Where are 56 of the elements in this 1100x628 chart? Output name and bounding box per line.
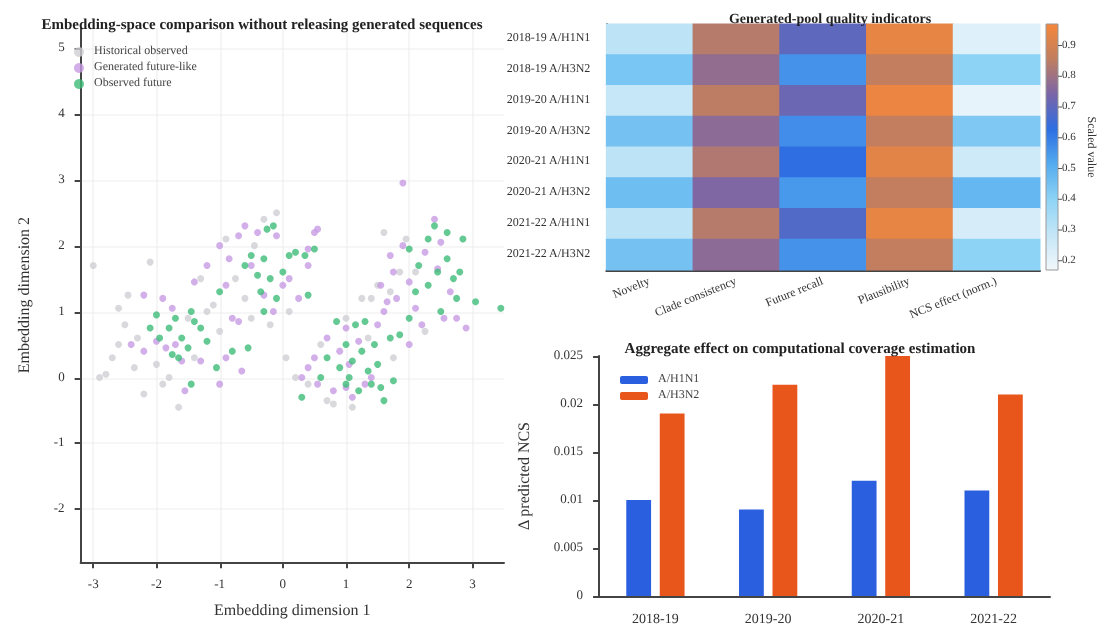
point: [197, 275, 205, 283]
point: [323, 397, 331, 405]
point: [367, 294, 375, 302]
point: [115, 341, 123, 349]
bar: [964, 490, 990, 596]
point: [108, 354, 116, 362]
point: [386, 288, 394, 296]
point: [364, 334, 372, 342]
point: [89, 261, 97, 269]
point: [152, 360, 160, 368]
point: [260, 215, 268, 223]
point: [175, 403, 183, 411]
point: [250, 242, 258, 250]
bar: [772, 384, 798, 596]
point: [329, 400, 337, 408]
point: [216, 327, 224, 335]
point: [203, 308, 211, 316]
bar: [997, 394, 1023, 596]
point: [282, 354, 290, 362]
point: [140, 390, 148, 398]
point: [348, 403, 356, 411]
bar: [885, 356, 911, 596]
bar: [739, 509, 764, 596]
point: [358, 294, 366, 302]
point: [231, 275, 239, 283]
point: [380, 228, 388, 236]
point: [184, 314, 192, 322]
point: [304, 380, 312, 388]
point: [102, 370, 110, 378]
point: [146, 258, 154, 266]
point: [266, 321, 274, 329]
point: [273, 209, 281, 217]
point: [285, 308, 293, 316]
bar: [659, 413, 685, 596]
point: [396, 268, 404, 276]
point: [165, 374, 173, 382]
point: [190, 354, 198, 362]
point: [291, 374, 299, 382]
point: [247, 314, 255, 322]
point: [412, 268, 420, 276]
point: [115, 304, 123, 312]
point: [159, 380, 167, 388]
point: [96, 374, 104, 382]
point: [209, 301, 217, 309]
x-axis-title: Embedding dimension 1: [214, 601, 371, 619]
bar: [626, 500, 652, 596]
point: [134, 334, 141, 342]
point: [130, 364, 138, 372]
y-axis-title: Embedding dimension 2: [15, 216, 33, 374]
bar: [851, 480, 877, 596]
point: [241, 294, 249, 302]
point: [317, 341, 325, 349]
point: [421, 327, 429, 335]
point: [389, 354, 397, 362]
y-axis-title: Δ predicted NCS: [515, 421, 533, 531]
point: [121, 321, 129, 329]
